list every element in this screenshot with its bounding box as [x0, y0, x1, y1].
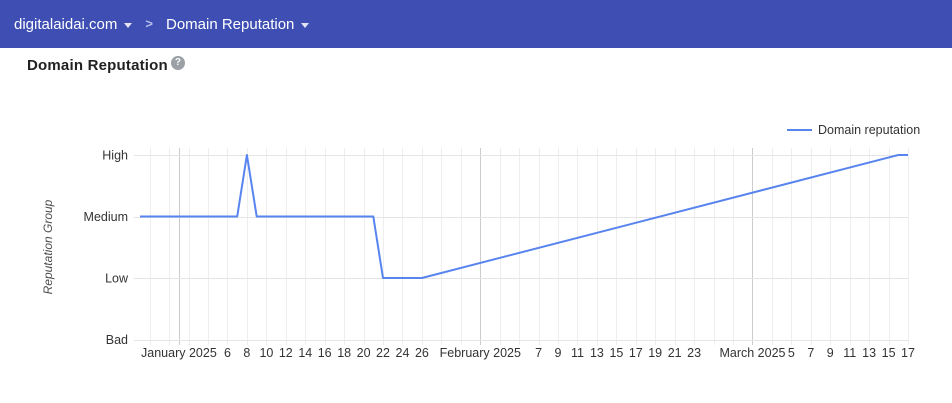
x-tick-label: 22	[376, 346, 390, 360]
x-tick-label: 14	[298, 346, 312, 360]
y-tick-label: Bad	[106, 333, 128, 347]
x-tick-label: 18	[337, 346, 351, 360]
x-tick-label: 8	[243, 346, 250, 360]
breadcrumb-separator-icon: >	[145, 15, 153, 31]
x-tick-label: 21	[668, 346, 682, 360]
x-month-labels: January 2025 February 2025 March 2025	[141, 346, 786, 360]
v-gridlines-major	[179, 148, 753, 345]
x-tick-label: 12	[279, 346, 293, 360]
legend-label: Domain reputation	[818, 123, 921, 137]
caret-down-icon	[124, 22, 133, 28]
x-tick-label: 11	[571, 346, 584, 360]
y-tick-label: Low	[105, 272, 129, 286]
page-selector[interactable]: Domain Reputation	[165, 15, 310, 33]
page-title: Domain Reputation	[27, 57, 168, 74]
y-tick-label: Medium	[84, 210, 128, 224]
x-tick-label: 23	[687, 346, 701, 360]
x-tick-label: 17	[901, 346, 915, 360]
x-tick-label: 15	[882, 346, 896, 360]
legend-line-swatch	[787, 129, 812, 131]
x-tick-label: 6	[224, 346, 231, 360]
x-tick-label: 15	[609, 346, 623, 360]
help-icon[interactable]: ?	[170, 55, 185, 70]
x-tick-label: 7	[807, 346, 814, 360]
x-tick-label: 13	[862, 346, 876, 360]
x-tick-label: 26	[415, 346, 429, 360]
x-tick-label: 16	[318, 346, 332, 360]
domain-selector-label: digitalaidai.com	[14, 15, 118, 33]
x-month-label: February 2025	[440, 346, 521, 360]
x-tick-label: 9	[555, 346, 562, 360]
page-title-row: Domain Reputation ?	[27, 55, 185, 74]
chart-legend: Domain reputation	[787, 123, 920, 137]
x-tick-label: 10	[259, 346, 273, 360]
app-header: digitalaidai.com > Domain Reputation	[0, 0, 952, 48]
x-tick-label: 17	[629, 346, 643, 360]
y-axis-title: Reputation Group	[41, 199, 55, 294]
y-tick-label: High	[102, 149, 128, 163]
y-tick-labels: Bad Low Medium High	[84, 149, 129, 348]
x-tick-label: 5	[788, 346, 795, 360]
x-tick-label: 7	[535, 346, 542, 360]
x-tick-label: 19	[648, 346, 662, 360]
v-gridlines-minor	[150, 148, 909, 345]
x-tick-label: 9	[827, 346, 834, 360]
x-month-label: March 2025	[719, 346, 785, 360]
x-tick-labels: 6 8 10 12 14 16 18 20 22 24 26 7 9 11 13 15 17 19 21 23 5 7 9 1…	[224, 346, 915, 360]
series-line-domain-reputation[interactable]	[140, 154, 908, 279]
domain-selector[interactable]: digitalaidai.com	[14, 15, 133, 33]
page-selector-label: Domain Reputation	[165, 15, 295, 33]
x-month-label: January 2025	[141, 346, 217, 360]
x-tick-label: 13	[590, 346, 604, 360]
x-tick-label: 11	[843, 346, 856, 360]
x-tick-label: 20	[357, 346, 371, 360]
x-tick-label: 24	[396, 346, 410, 360]
caret-down-icon	[301, 22, 310, 28]
